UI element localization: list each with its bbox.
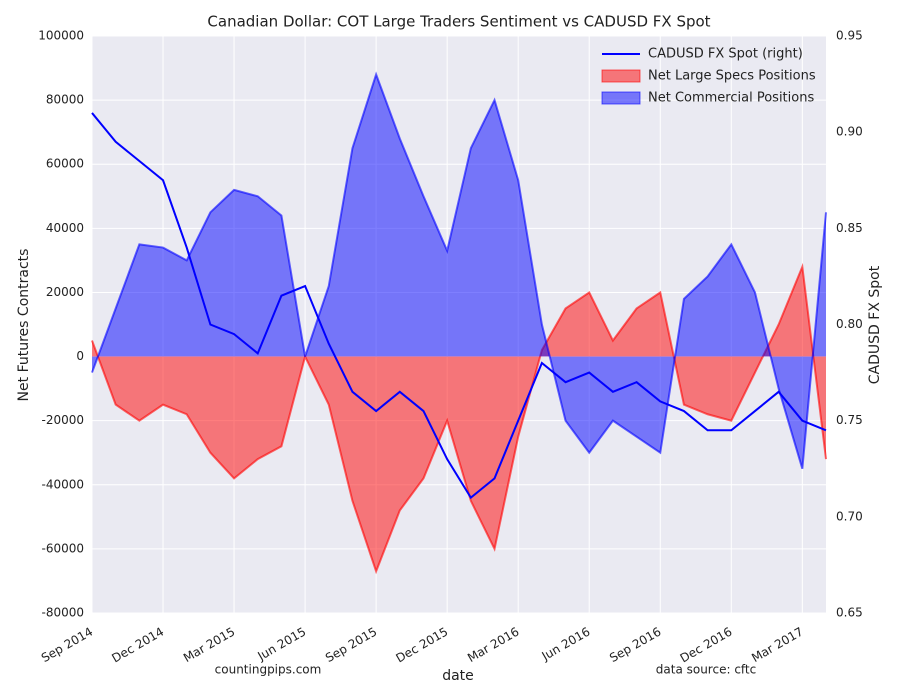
y-tick-label: -60000 xyxy=(41,541,84,555)
line xyxy=(91,112,827,500)
area xyxy=(92,74,826,469)
y-tick-label: 60000 xyxy=(46,157,84,171)
footer-right: data source: cftc xyxy=(656,663,756,677)
y-tick-label: -80000 xyxy=(41,606,84,620)
legend-label: Net Commercial Positions xyxy=(648,91,814,106)
y2-tick-label: 0.80 xyxy=(836,317,863,331)
area-edge xyxy=(91,71,827,470)
x-tick-label: Jun 2015 xyxy=(254,625,308,664)
y-tick-label: 100000 xyxy=(38,29,84,43)
x-tick-label: Dec 2014 xyxy=(109,625,166,666)
chart-title: Canadian Dollar: COT Large Traders Senti… xyxy=(207,13,710,31)
legend-swatch xyxy=(601,91,641,105)
x-tick-label: Dec 2015 xyxy=(394,625,451,666)
y2-tick-label: 0.95 xyxy=(836,29,863,43)
legend-label: Net Large Specs Positions xyxy=(648,69,816,84)
y-tick-label: 20000 xyxy=(46,285,84,299)
y-axis-label: Net Futures Contracts xyxy=(16,249,32,402)
legend-label: CADUSD FX Spot (right) xyxy=(648,47,803,62)
y2-tick-label: 0.90 xyxy=(836,125,863,139)
y-tick-label: 40000 xyxy=(46,221,84,235)
x-tick-label: Sep 2014 xyxy=(39,625,95,666)
legend-swatch xyxy=(601,69,641,83)
y-tick-label: -20000 xyxy=(41,413,84,427)
y2-tick-label: 0.70 xyxy=(836,509,863,523)
y2-tick-label: 0.65 xyxy=(836,606,863,620)
y-tick-label: 0 xyxy=(76,349,84,363)
x-tick-label: Jun 2016 xyxy=(539,625,593,664)
y2-tick-label: 0.85 xyxy=(836,221,863,235)
y2-tick-label: 0.75 xyxy=(836,413,863,427)
y-tick-label: 80000 xyxy=(46,93,84,107)
x-tick-label: Mar 2016 xyxy=(465,625,521,666)
x-tick-label: Sep 2016 xyxy=(607,625,663,666)
footer-left: countingpips.com xyxy=(215,663,322,677)
x-tick-label: Mar 2015 xyxy=(181,625,237,666)
x-tick-label: Mar 2017 xyxy=(749,625,805,666)
y2-axis-label: CADUSD FX Spot xyxy=(867,265,883,384)
y-tick-label: -40000 xyxy=(41,477,84,491)
area xyxy=(92,266,826,572)
x-axis-label: date xyxy=(442,668,474,684)
x-tick-label: Dec 2016 xyxy=(678,625,735,666)
x-tick-label: Sep 2015 xyxy=(323,625,379,666)
area-edge xyxy=(91,262,827,575)
